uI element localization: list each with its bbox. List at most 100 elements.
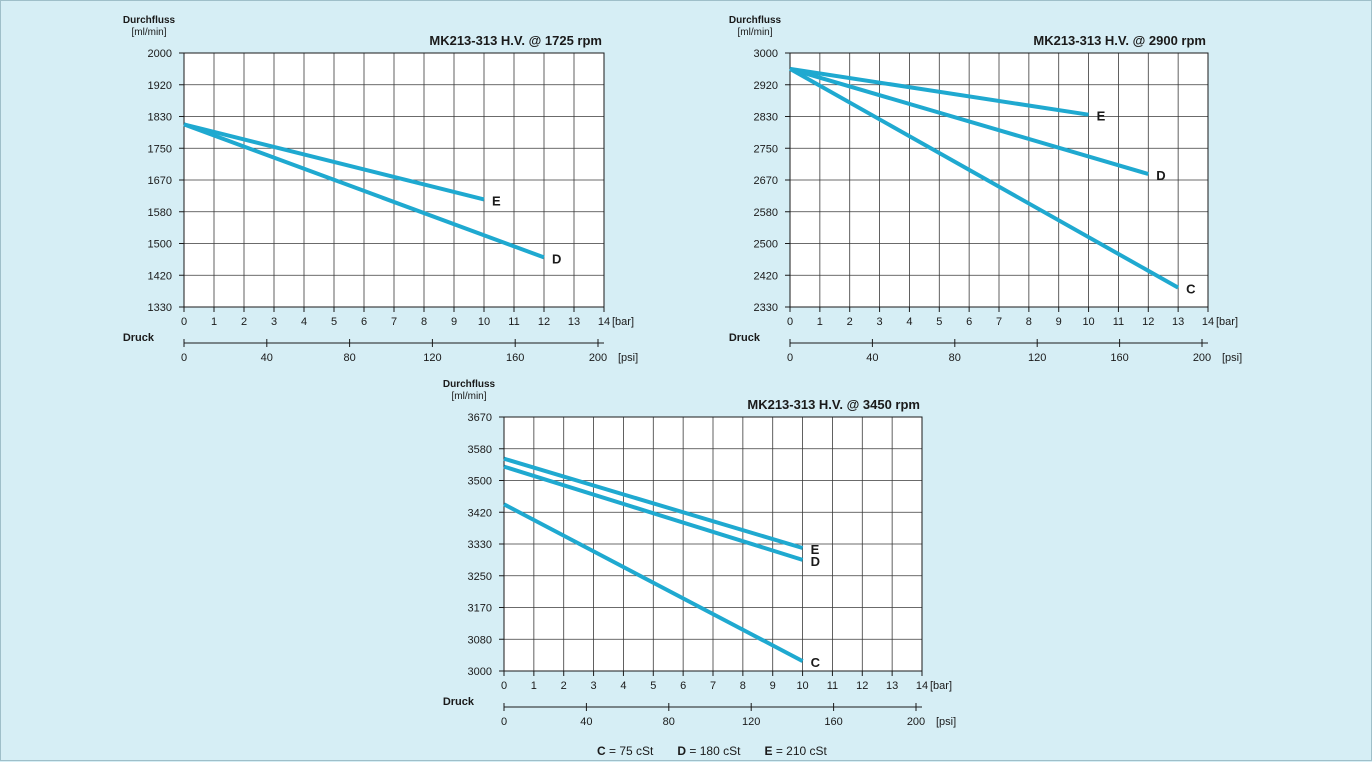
series-line-e — [503, 456, 804, 550]
series-label-d: D — [1156, 168, 1165, 183]
y-tick-label: 1500 — [148, 239, 172, 251]
x-tick-label: 7 — [391, 316, 397, 328]
chart-2: 0 1 2 3 4 5 6 7 8 9 10 11 12 13 1423302420250025802670… — [729, 15, 1242, 364]
series-label-c: C — [811, 655, 821, 670]
psi-tick-label: 120 — [423, 352, 441, 364]
y-axis-label: Durchfluss — [443, 379, 496, 390]
series-line-d — [183, 122, 545, 260]
psi-tick-label: 80 — [663, 716, 675, 728]
y-tick-label: 2330 — [754, 302, 778, 314]
x-tick-label: 5 — [331, 316, 337, 328]
psi-tick-label: 120 — [1028, 352, 1046, 364]
plot-frame — [183, 52, 605, 308]
x-tick-label: 0 — [501, 680, 507, 692]
x-tick-label: 12 — [538, 316, 550, 328]
y-tick-label: 2670 — [754, 175, 778, 187]
y-tick-label: 1830 — [148, 112, 172, 124]
series-line-c — [503, 502, 804, 663]
x-tick-label: 12 — [1142, 316, 1154, 328]
chart-3: 0 1 2 3 4 5 6 7 8 9 10 11 12 13 1430003080317032503330… — [443, 379, 956, 728]
y-tick-label: 1750 — [148, 143, 172, 155]
psi-tick-label: 40 — [580, 716, 592, 728]
viscosity-legend: C = 75 cSt D = 180 cSt E = 210 cSt — [597, 744, 827, 758]
series-label-d: D — [811, 554, 820, 569]
x-tick-label: 14 — [1202, 316, 1214, 328]
chart-title: MK213-313 H.V. @ 3450 rpm — [747, 397, 920, 412]
series-label-e: E — [811, 542, 820, 557]
psi-tick-label: 40 — [866, 352, 878, 364]
series-line-d — [503, 464, 804, 562]
plot-frame — [503, 416, 923, 672]
x-tick-label: 4 — [301, 316, 307, 328]
x-tick-label: 2 — [847, 316, 853, 328]
y-tick-label: 1420 — [148, 270, 172, 282]
psi-tick-label: 80 — [949, 352, 961, 364]
x-tick-label: 2 — [241, 316, 247, 328]
x-tick-label: 3 — [591, 680, 597, 692]
x-unit-bar: [bar] — [930, 680, 952, 692]
series-line-e — [183, 122, 485, 202]
y-tick-label: 2920 — [754, 80, 778, 92]
psi-tick-label: 160 — [1110, 352, 1128, 364]
chart-1: 0 1 2 3 4 5 6 7 8 9 10 11 12 13 1413301420150015801670… — [123, 15, 638, 364]
x-axis-label: Druck — [443, 696, 475, 708]
x-unit-bar: [bar] — [612, 316, 634, 328]
x-tick-label: 13 — [1172, 316, 1184, 328]
y-tick-label: 3000 — [468, 666, 492, 678]
y-tick-label: 3000 — [754, 48, 778, 60]
series-label-e: E — [1097, 109, 1106, 124]
legend-item-d: D = 180 cSt — [677, 744, 741, 758]
x-tick-label: 7 — [996, 316, 1002, 328]
x-tick-label: 6 — [966, 316, 972, 328]
x-tick-label: 1 — [211, 316, 217, 328]
y-axis-unit: [ml/min] — [132, 27, 167, 38]
y-tick-label: 2500 — [754, 239, 778, 251]
series-line-d — [789, 66, 1149, 176]
x-axis-label: Druck — [123, 332, 155, 344]
x-tick-label: 13 — [886, 680, 898, 692]
x-tick-label: 0 — [787, 316, 793, 328]
y-tick-label: 2580 — [754, 207, 778, 219]
x-tick-label: 3 — [877, 316, 883, 328]
y-tick-label: 1670 — [148, 175, 172, 187]
x-tick-label: 8 — [740, 680, 746, 692]
x-tick-label: 0 — [181, 316, 187, 328]
psi-tick-label: 200 — [907, 716, 925, 728]
y-tick-label: 3580 — [468, 444, 492, 456]
psi-tick-label: 80 — [343, 352, 355, 364]
y-tick-label: 1580 — [148, 207, 172, 219]
series-label-e: E — [492, 193, 501, 208]
y-tick-label: 3080 — [468, 634, 492, 646]
x-tick-label: 7 — [710, 680, 716, 692]
chart-title: MK213-313 H.V. @ 1725 rpm — [429, 33, 602, 48]
x-tick-label: 10 — [796, 680, 808, 692]
x-tick-label: 4 — [620, 680, 626, 692]
x-tick-label: 12 — [856, 680, 868, 692]
y-tick-label: 2750 — [754, 143, 778, 155]
series-line-c — [789, 67, 1180, 290]
x-tick-label: 14 — [598, 316, 610, 328]
y-axis-unit: [ml/min] — [738, 27, 773, 38]
psi-tick-label: 40 — [261, 352, 273, 364]
x-tick-label: 9 — [770, 680, 776, 692]
psi-tick-label: 160 — [824, 716, 842, 728]
x-tick-label: 8 — [1026, 316, 1032, 328]
x-tick-label: 6 — [361, 316, 367, 328]
y-axis-label: Durchfluss — [123, 15, 176, 26]
psi-tick-label: 0 — [787, 352, 793, 364]
y-tick-label: 3670 — [468, 412, 492, 424]
y-tick-label: 3500 — [468, 476, 492, 488]
x-tick-label: 9 — [451, 316, 457, 328]
series-label-d: D — [552, 251, 561, 266]
x-tick-label: 1 — [817, 316, 823, 328]
y-axis-label: Durchfluss — [729, 15, 782, 26]
x-tick-label: 11 — [508, 316, 519, 328]
y-tick-label: 3420 — [468, 507, 492, 519]
x-tick-label: 11 — [1113, 316, 1124, 328]
legend-item-e: E = 210 cSt — [764, 744, 827, 758]
x-axis-label: Druck — [729, 332, 761, 344]
chart-title: MK213-313 H.V. @ 2900 rpm — [1033, 33, 1206, 48]
series-line-e — [789, 66, 1089, 117]
